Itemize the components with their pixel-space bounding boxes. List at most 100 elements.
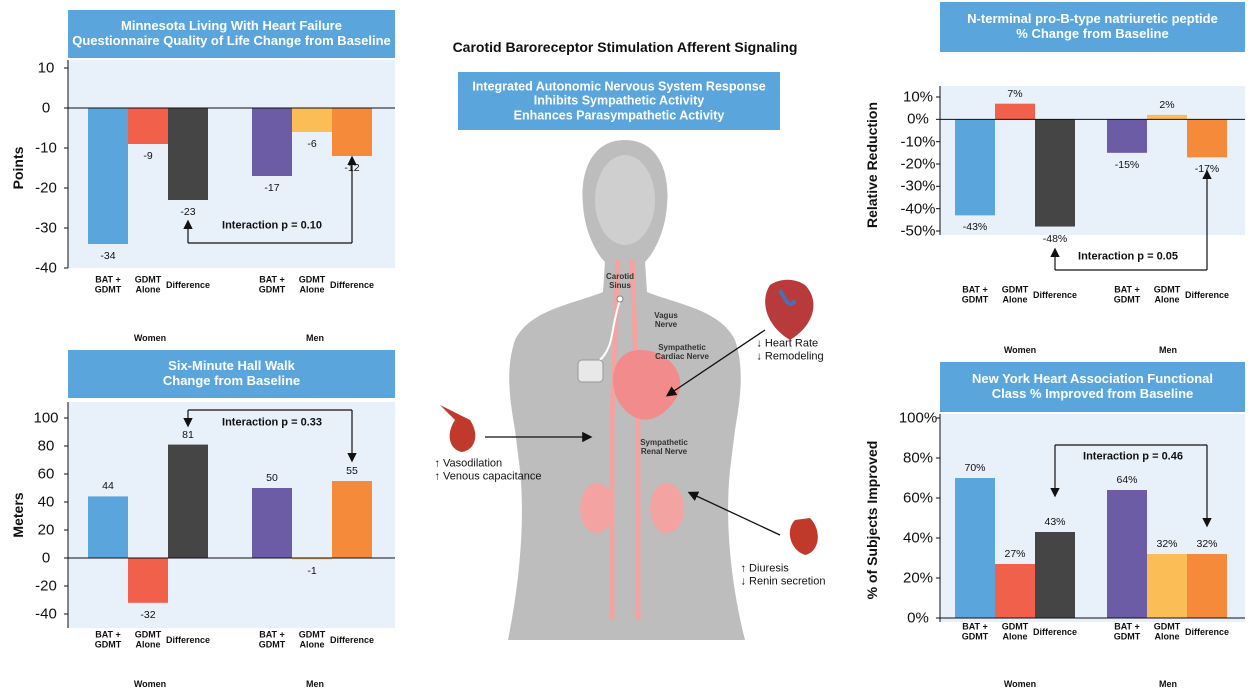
y-tick-label: 40 bbox=[38, 493, 55, 510]
diagram-title: Carotid Baroreceptor Stimulation Afferen… bbox=[453, 39, 798, 55]
value-label: -23 bbox=[180, 206, 195, 218]
x-tick-label: Difference bbox=[330, 280, 374, 290]
value-label: -17% bbox=[1195, 163, 1220, 175]
y-axis-label: % of Subjects Improved bbox=[864, 441, 880, 600]
chart-title: New York Heart Association Functional Cl… bbox=[940, 372, 1245, 402]
value-label: 7% bbox=[1007, 88, 1022, 100]
y-tick-label: 100 bbox=[33, 409, 58, 426]
value-label: 32% bbox=[1196, 538, 1217, 550]
y-tick-label: -10 bbox=[35, 139, 57, 156]
bar bbox=[1187, 554, 1227, 618]
diagram-label: ↓ Heart Rate ↓ Remodeling bbox=[756, 337, 823, 362]
group-label: Women bbox=[134, 679, 166, 689]
y-tick-label: -10% bbox=[900, 133, 935, 150]
y-tick-label: 10 bbox=[38, 59, 55, 76]
y-tick-label: 80 bbox=[38, 437, 55, 454]
diagram-label: Vagus Nerve bbox=[654, 311, 678, 329]
bar bbox=[252, 108, 292, 176]
bar bbox=[1187, 119, 1227, 157]
bar bbox=[955, 119, 995, 215]
value-label: 50 bbox=[266, 472, 278, 484]
value-label: 70% bbox=[964, 462, 985, 474]
bar bbox=[128, 108, 168, 144]
y-tick-label: 0 bbox=[42, 549, 50, 566]
x-tick-label: Difference bbox=[166, 635, 210, 645]
y-tick-label: -40 bbox=[35, 259, 57, 276]
value-label: 55 bbox=[346, 465, 358, 477]
y-tick-label: 100% bbox=[899, 409, 937, 426]
bar bbox=[995, 564, 1035, 618]
value-label: 64% bbox=[1116, 474, 1137, 486]
value-label: -34 bbox=[100, 250, 115, 262]
x-tick-label: GDMT Alone bbox=[299, 275, 326, 296]
chart-title: N-terminal pro-B-type natriuretic peptid… bbox=[940, 12, 1245, 42]
chart-title: Minnesota Living With Heart Failure Ques… bbox=[68, 19, 395, 49]
bar bbox=[1107, 119, 1147, 153]
bar bbox=[332, 481, 372, 558]
x-tick-label: BAT + GDMT bbox=[95, 275, 122, 296]
y-tick-label: 60% bbox=[903, 489, 933, 506]
bar bbox=[128, 558, 168, 603]
x-tick-label: Difference bbox=[330, 635, 374, 645]
group-label: Women bbox=[134, 333, 166, 343]
x-tick-label: Difference bbox=[166, 280, 210, 290]
x-tick-label: Difference bbox=[1033, 290, 1077, 300]
y-tick-label: -40% bbox=[900, 200, 935, 217]
y-tick-label: 0 bbox=[42, 99, 50, 116]
bar bbox=[1147, 554, 1187, 618]
group-label: Men bbox=[1159, 345, 1177, 355]
x-tick-label: BAT + GDMT bbox=[259, 275, 286, 296]
y-tick-label: 0% bbox=[907, 111, 929, 128]
value-label: 81 bbox=[182, 429, 194, 441]
bar bbox=[332, 108, 372, 156]
y-tick-label: -30 bbox=[35, 219, 57, 236]
diagram-label: Sympathetic Cardiac Nerve bbox=[655, 343, 709, 361]
bar bbox=[252, 488, 292, 558]
value-label: 44 bbox=[102, 480, 114, 492]
y-axis-label: Meters bbox=[10, 492, 26, 537]
y-tick-label: 40% bbox=[903, 529, 933, 546]
value-label: -6 bbox=[307, 138, 316, 150]
group-label: Women bbox=[1004, 679, 1036, 689]
value-label: -15% bbox=[1115, 159, 1140, 171]
x-tick-label: BAT + GDMT bbox=[1114, 622, 1141, 643]
group-label: Women bbox=[1004, 345, 1036, 355]
x-tick-label: BAT + GDMT bbox=[259, 630, 286, 651]
annotation: Interaction p = 0.05 bbox=[1078, 251, 1178, 264]
x-tick-label: GDMT Alone bbox=[299, 630, 326, 651]
x-tick-label: Difference bbox=[1185, 627, 1229, 637]
diagram-label: ↑ Diuresis ↓ Renin secretion bbox=[741, 562, 826, 587]
x-tick-label: GDMT Alone bbox=[1154, 285, 1181, 306]
x-tick-label: GDMT Alone bbox=[1154, 622, 1181, 643]
annotation: Interaction p = 0.33 bbox=[222, 417, 322, 430]
x-tick-label: Difference bbox=[1185, 290, 1229, 300]
value-label: -48% bbox=[1043, 233, 1068, 245]
x-tick-label: GDMT Alone bbox=[135, 275, 162, 296]
y-axis-label: Points bbox=[10, 147, 26, 190]
y-tick-label: 80% bbox=[903, 449, 933, 466]
x-tick-label: BAT + GDMT bbox=[1114, 285, 1141, 306]
bar bbox=[88, 496, 128, 558]
x-tick-label: GDMT Alone bbox=[1002, 285, 1029, 306]
x-tick-label: BAT + GDMT bbox=[95, 630, 122, 651]
y-tick-label: 10% bbox=[903, 88, 933, 105]
value-label: 2% bbox=[1159, 99, 1174, 111]
y-tick-label: 60 bbox=[38, 465, 55, 482]
y-tick-label: 20% bbox=[903, 569, 933, 586]
x-tick-label: GDMT Alone bbox=[1002, 622, 1029, 643]
bar bbox=[168, 445, 208, 558]
value-label: 43% bbox=[1044, 516, 1065, 528]
diagram-label: Sympathetic Renal Nerve bbox=[640, 438, 688, 456]
y-tick-label: 20 bbox=[38, 521, 55, 538]
value-label: -43% bbox=[963, 221, 988, 233]
x-tick-label: GDMT Alone bbox=[135, 630, 162, 651]
value-label: -1 bbox=[307, 565, 316, 577]
x-tick-label: Difference bbox=[1033, 627, 1077, 637]
value-label: -12 bbox=[344, 162, 359, 174]
annotation: Interaction p = 0.46 bbox=[1083, 451, 1183, 464]
diagram-label: ↑ Vasodilation ↑ Venous capacitance bbox=[434, 457, 541, 482]
value-label: -17 bbox=[264, 182, 279, 194]
bar bbox=[1035, 532, 1075, 618]
bar bbox=[1147, 115, 1187, 119]
y-axis-label: Relative Reduction bbox=[864, 102, 880, 228]
